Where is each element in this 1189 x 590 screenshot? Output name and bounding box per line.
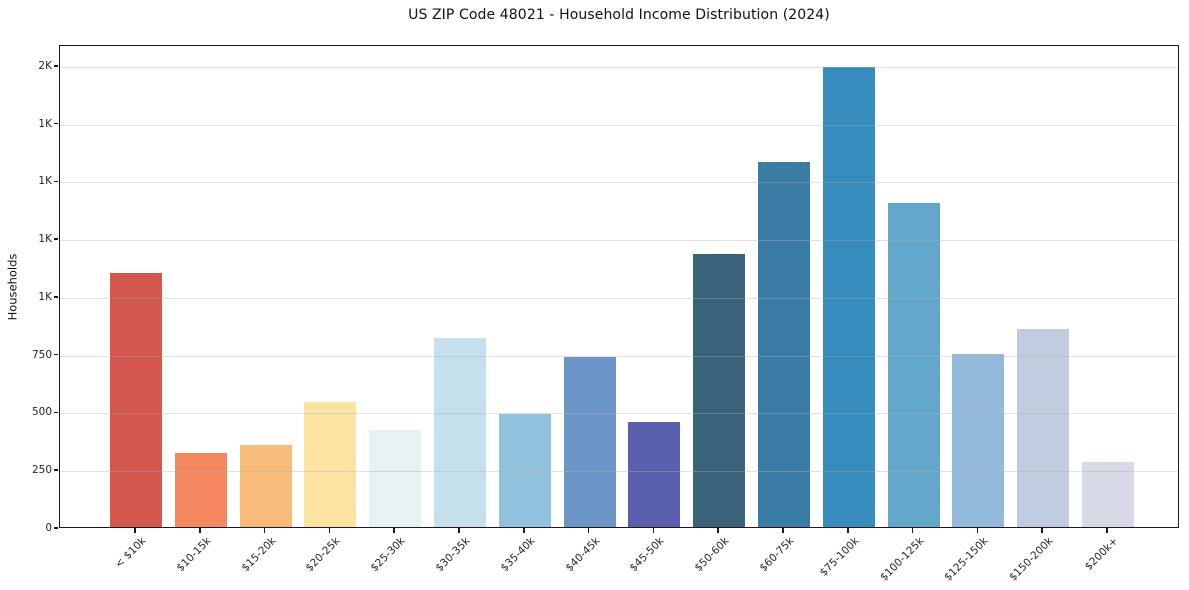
bar-$60-75k [758, 161, 810, 527]
gridline-500 [60, 413, 1178, 415]
plot-area [59, 45, 1179, 528]
x-tick-label: $20-25k [303, 535, 343, 575]
x-tick-mark [328, 528, 331, 533]
x-tick-mark [1041, 528, 1043, 533]
y-tick-mark [54, 64, 58, 67]
gridline-2000 [60, 66, 1178, 68]
x-tick-mark [263, 528, 266, 533]
x-tick-mark [847, 528, 849, 533]
y-tick-mark [54, 296, 58, 298]
x-tick-label: $125-150k [942, 535, 991, 584]
y-tick-mark [54, 353, 58, 356]
bar-$45-50k [628, 421, 681, 527]
bar-$125-150k [952, 353, 1005, 527]
x-tick-mark [976, 528, 979, 533]
gridline-1000 [60, 297, 1178, 299]
gridline-1250 [60, 240, 1178, 242]
x-tick-mark [393, 528, 395, 533]
x-tick-label: $45-50k [627, 535, 667, 575]
gridline-750 [60, 355, 1178, 357]
x-tick-label: $10-15k [174, 535, 214, 575]
y-tick-mark [54, 122, 58, 125]
chart-title: US ZIP Code 48021 - Household Income Dis… [408, 7, 830, 23]
x-tick-label: $25-30k [368, 535, 408, 575]
x-tick-mark [199, 528, 201, 533]
gridline-1500 [60, 182, 1178, 184]
x-tick-mark [458, 528, 460, 533]
y-tick-label: 2K [38, 59, 52, 72]
x-tick-mark [134, 528, 136, 533]
x-tick-label: $40-45k [562, 535, 603, 575]
y-tick-label: 1K [38, 233, 52, 246]
bar-< $10k [110, 272, 162, 527]
x-tick-mark [652, 528, 655, 533]
x-tick-label: $150-200k [1007, 535, 1056, 584]
bar-$30-35k [434, 337, 486, 527]
x-tick-mark [782, 528, 784, 533]
bar-$100-125k [887, 203, 940, 527]
bar-$75-100k [822, 67, 875, 527]
x-tick-label: $75-100k [817, 535, 862, 579]
y-tick-mark [54, 238, 58, 240]
bar-$15-20k [239, 444, 292, 527]
y-tick-mark [54, 469, 58, 472]
y-tick-label: 250 [31, 464, 52, 477]
x-tick-mark [587, 528, 590, 533]
bar-$10-15k [174, 453, 227, 527]
y-tick-label: 1K [38, 175, 52, 188]
y-tick-mark [54, 180, 58, 183]
gridline-1750 [60, 124, 1178, 126]
gridline-250 [60, 471, 1178, 473]
y-tick-label: 500 [31, 406, 52, 419]
bar-$25-30k [369, 429, 422, 527]
x-tick-label: $100-125k [877, 535, 927, 584]
x-tick-mark [1106, 528, 1108, 533]
x-tick-label: $200k+ [1082, 535, 1121, 573]
y-tick-label: 1K [38, 290, 52, 303]
y-tick-label: 750 [31, 348, 52, 361]
bar-$150-200k [1017, 329, 1070, 527]
x-tick-label: $30-35k [433, 535, 473, 575]
bar-$50-60k [693, 254, 746, 527]
bar-$20-25k [304, 402, 357, 527]
y-axis-label: Households [5, 253, 20, 320]
bar-$40-45k [563, 357, 616, 527]
x-tick-label: $60-75k [757, 535, 797, 575]
bar-$35-40k [498, 413, 551, 527]
y-tick-mark [54, 411, 58, 414]
y-tick-label: 0 [45, 522, 52, 534]
x-tick-label: $50-60k [692, 535, 732, 575]
x-tick-label: < $10k [112, 535, 149, 571]
x-tick-mark [523, 528, 525, 533]
bar-$200k+ [1082, 462, 1134, 527]
x-tick-mark [717, 528, 719, 533]
y-tick-mark [54, 527, 58, 529]
x-tick-label: $15-20k [238, 535, 279, 575]
x-tick-mark [911, 528, 914, 533]
x-tick-label: $35-40k [498, 535, 538, 575]
y-tick-label: 1K [38, 117, 52, 130]
